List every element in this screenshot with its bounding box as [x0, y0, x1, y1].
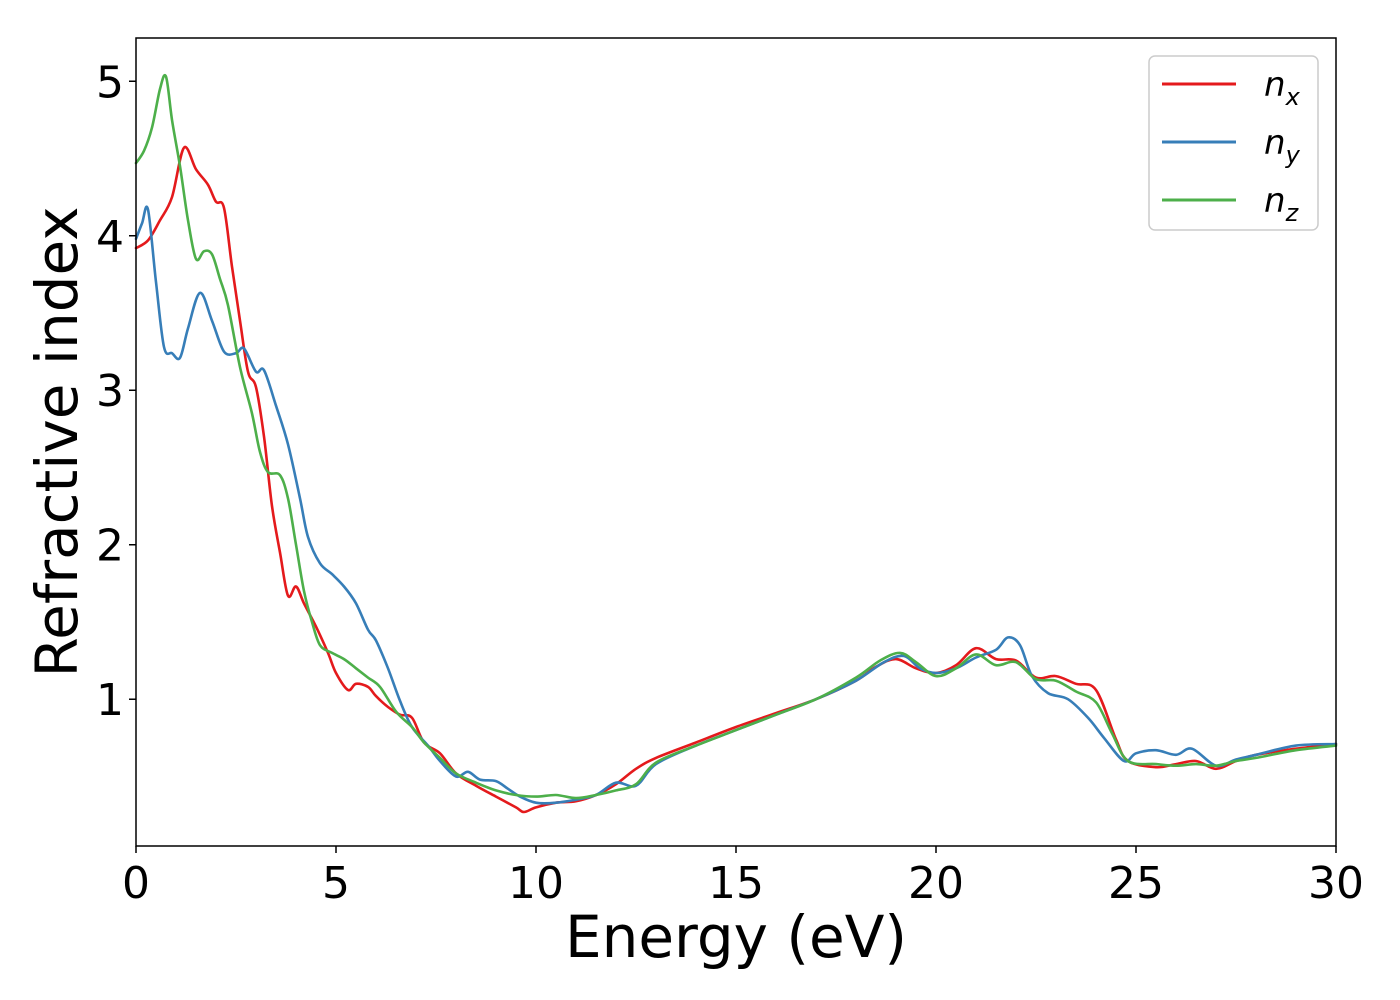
- y-tick-label: 5: [96, 57, 124, 108]
- y-tick-label: 2: [96, 521, 124, 572]
- x-tick-label: 0: [122, 858, 150, 909]
- x-tick-label: 20: [908, 858, 964, 909]
- x-tick-label: 10: [508, 858, 564, 909]
- series-line-nx: [134, 145, 1338, 814]
- x-tick-label: 5: [322, 858, 350, 909]
- ticks-layer: 0 5 10 15 20 25 30 1 2 3 4 5: [96, 57, 1364, 909]
- y-tick-label: 4: [96, 212, 124, 263]
- y-tick-label: 1: [96, 675, 124, 726]
- series-line-nz: [134, 73, 1338, 800]
- x-axis-title: Energy (eV): [565, 903, 907, 971]
- series-layer: [134, 73, 1338, 814]
- x-tick-label: 25: [1108, 858, 1164, 909]
- x-tick-label: 30: [1308, 858, 1364, 909]
- legend-label-nx: nx: [1264, 65, 1301, 111]
- y-axis-title: Refractive index: [23, 206, 91, 677]
- y-tick-label: 3: [96, 366, 124, 417]
- series-line-ny: [134, 205, 1338, 805]
- x-tick-label: 15: [708, 858, 764, 909]
